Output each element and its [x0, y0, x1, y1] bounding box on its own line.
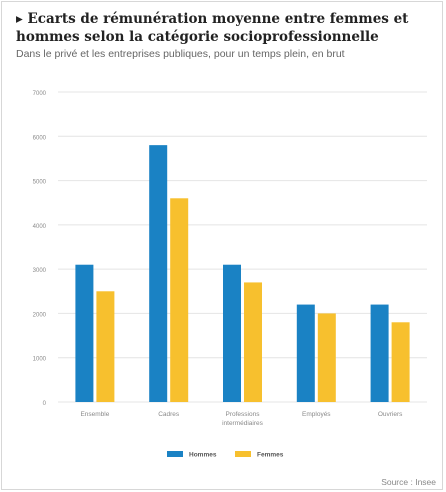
x-tick-label: intermédiaires: [222, 420, 264, 427]
bar-hommes: [296, 304, 315, 402]
y-tick-label: 3000: [33, 268, 47, 274]
source-note: Source : Insee: [381, 477, 436, 487]
x-tick-label: Employés: [302, 411, 331, 418]
legend-label: Femmes: [257, 452, 284, 459]
bar-hommes: [370, 304, 389, 402]
y-tick-label: 7000: [33, 91, 47, 97]
bar-femmes: [391, 322, 410, 402]
bar-femmes: [96, 291, 115, 402]
x-tick-label: Ouvriers: [378, 411, 403, 418]
y-tick-label: 1000: [33, 357, 47, 363]
chart-title: ▸ Ecarts de rémunération moyenne entre f…: [16, 11, 409, 45]
bar-hommes: [149, 145, 168, 402]
legend-swatch: [235, 451, 251, 457]
legend-swatch: [167, 451, 183, 457]
y-tick-label: 5000: [33, 180, 47, 186]
x-tick-label: Cadres: [158, 411, 180, 418]
bar-femmes: [317, 313, 336, 402]
legend-label: Hommes: [189, 452, 217, 459]
bar-hommes: [75, 264, 94, 402]
bar-femmes: [244, 282, 262, 402]
y-tick-label: 4000: [33, 224, 47, 230]
chart-subtitle: Dans le privé et les entreprises publiqu…: [16, 48, 345, 60]
bar-femmes: [170, 198, 189, 402]
bar-chart: 0 1000 2000 3000 4000 5000 6000 7000 Ensemble Cad…: [33, 91, 427, 459]
y-tick-label: 6000: [33, 135, 47, 141]
x-tick-label: Ensemble: [80, 411, 109, 418]
y-tick-label: 2000: [33, 312, 47, 318]
y-tick-label: 0: [43, 401, 47, 407]
x-tick-label: Professions: [226, 411, 261, 418]
bar-hommes: [223, 264, 241, 402]
